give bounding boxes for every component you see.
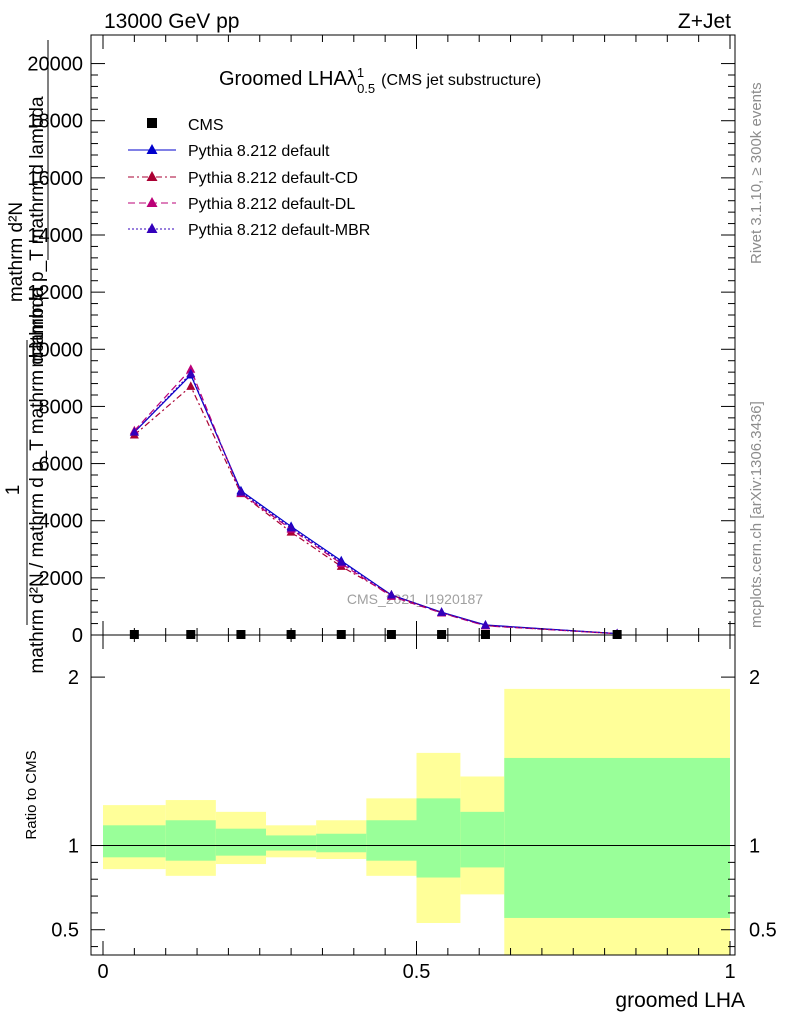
- main-y-tick-label: 6000: [39, 454, 84, 476]
- header-process: Z+Jet: [678, 10, 731, 33]
- y-axis-label-overlay: mathrm d p_T mathrm d lambda: [27, 96, 48, 367]
- chart-title-note: (CMS jet substructure): [381, 72, 541, 89]
- ratio-y-axis-label: Ratio to CMS: [23, 750, 40, 839]
- y-axis-label-numerator: mathrm d²N: [6, 202, 27, 302]
- main-y-tick-label: 16000: [27, 168, 83, 190]
- ratio-bands: [103, 688, 730, 955]
- legend-label-cms: CMS: [188, 117, 224, 134]
- main-y-tick-label: 14000: [27, 225, 83, 247]
- main-y-tick-label: 12000: [27, 282, 83, 304]
- legend-label-default-mbr: Pythia 8.212 default-MBR: [188, 222, 370, 239]
- ratio-band-green: [416, 798, 461, 878]
- chart-title-sup: 1: [357, 65, 364, 80]
- ratio-band-green: [165, 820, 216, 861]
- y-axis-label-denominator: mathrm d²N / mathrm d p_T mathrm d lambd…: [27, 286, 48, 674]
- ratio-band-green: [366, 820, 417, 861]
- main-y-tick-label: 20000: [27, 54, 83, 76]
- ratio-band-green: [316, 833, 367, 853]
- ratio-y-tick-label: 1: [68, 836, 79, 858]
- series-marker-3: [186, 368, 196, 378]
- x-tick-label: 0: [97, 961, 108, 983]
- main-y-tick-label: 10000: [27, 339, 83, 361]
- legend-label-default-cd: Pythia 8.212 default-CD: [188, 170, 358, 187]
- series-marker-3: [286, 522, 296, 532]
- ratio-y-tick-label-right: 0.5: [749, 920, 777, 942]
- y-axis-label-one: 1: [3, 485, 24, 496]
- x-axis-label: groomed LHA: [615, 989, 745, 1012]
- mcplots-label: mcplots.cern.ch [arXiv:1306.3436]: [748, 401, 765, 628]
- main-y-tick-label: 4000: [39, 511, 84, 533]
- ratio-band-green: [215, 828, 267, 856]
- legend-label-default-dl: Pythia 8.212 default-DL: [188, 196, 355, 213]
- x-tick-label: 1: [724, 961, 735, 983]
- main-y-tick-labels: 0 2000 4000 6000 8000 10000 12000 14000 16000 180…: [27, 54, 83, 647]
- chart-title-main: Groomed LHAλ: [219, 68, 357, 90]
- legend-label-default: Pythia 8.212 default: [188, 143, 330, 160]
- series-marker-2: [186, 364, 196, 373]
- chart-title-sub: 0.5: [357, 81, 375, 96]
- ratio-y-tick-label: 2: [68, 667, 79, 689]
- legend-marker-default-dl: [146, 197, 158, 207]
- series-marker-3: [437, 607, 447, 616]
- ratio-band-green: [460, 811, 505, 868]
- main-y-tick-label: 18000: [27, 111, 83, 133]
- legend-marker-default: [146, 144, 158, 154]
- series-marker-3: [336, 557, 346, 566]
- ratio-y-tick-labels: 0.5 0.5 1 1 2 2: [51, 667, 777, 942]
- x-tick-labels: 0 0.5 1: [97, 961, 735, 983]
- ratio-y-tick-label-right: 1: [749, 836, 760, 858]
- ratio-band-green: [266, 835, 317, 851]
- legend-marker-default-mbr: [146, 223, 158, 233]
- ratio-panel-frame: [90, 634, 736, 956]
- legend-marker-default-cd: [146, 171, 158, 181]
- series-marker-3: [386, 590, 396, 599]
- ratio-band-green: [504, 757, 730, 918]
- analysis-watermark: CMS_2021_I1920187: [347, 591, 483, 607]
- series-marker-3: [236, 487, 246, 496]
- series-marker-3: [129, 427, 139, 436]
- main-y-tick-label: 8000: [39, 396, 84, 418]
- series-marker-1: [186, 381, 196, 390]
- header-energy: 13000 GeV pp: [104, 10, 239, 33]
- chart-title: Groomed LHAλ1 0.5 (CMS jet substructure): [219, 65, 541, 96]
- main-y-tick-label: 0: [72, 625, 83, 647]
- rivet-label: Rivet 3.1.10, ≥ 300k events: [748, 82, 765, 264]
- ratio-y-tick-label-right: 2: [749, 667, 760, 689]
- main-y-tick-label: 2000: [39, 568, 84, 590]
- legend: CMS Pythia 8.212 default Pythia 8.212 de…: [128, 117, 370, 239]
- x-tick-label: 0.5: [403, 961, 431, 983]
- ratio-y-ticks: [91, 676, 735, 948]
- ratio-band-green: [103, 825, 166, 858]
- series-marker-3: [480, 620, 490, 629]
- x-ticks: [102, 35, 731, 955]
- main-y-ticks: [91, 63, 735, 636]
- ratio-y-tick-label: 0.5: [51, 920, 79, 942]
- legend-marker-cms: [147, 118, 157, 128]
